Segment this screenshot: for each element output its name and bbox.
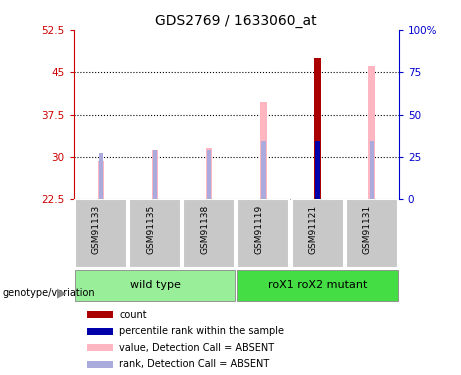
- Bar: [260, 102, 266, 199]
- Text: GSM91119: GSM91119: [254, 205, 263, 254]
- Bar: [261, 141, 266, 199]
- Bar: [370, 141, 374, 199]
- FancyBboxPatch shape: [129, 199, 181, 268]
- Bar: [153, 150, 157, 199]
- FancyBboxPatch shape: [183, 199, 235, 268]
- FancyBboxPatch shape: [346, 199, 398, 268]
- Bar: [207, 150, 211, 199]
- Bar: [98, 162, 104, 199]
- Bar: [99, 153, 103, 199]
- Text: GSM91121: GSM91121: [308, 205, 318, 254]
- Bar: [315, 141, 319, 199]
- Title: GDS2769 / 1633060_at: GDS2769 / 1633060_at: [155, 13, 317, 28]
- Bar: [152, 150, 158, 199]
- Text: ▶: ▶: [57, 287, 67, 300]
- Bar: [368, 66, 375, 199]
- Text: value, Detection Call = ABSENT: value, Detection Call = ABSENT: [119, 343, 274, 353]
- Text: rank, Detection Call = ABSENT: rank, Detection Call = ABSENT: [119, 359, 270, 369]
- Text: count: count: [119, 310, 147, 320]
- FancyBboxPatch shape: [75, 270, 235, 301]
- Text: wild type: wild type: [130, 280, 180, 290]
- Text: GSM91138: GSM91138: [200, 205, 209, 254]
- Bar: [87, 344, 113, 351]
- Text: roX1 roX2 mutant: roX1 roX2 mutant: [268, 280, 367, 290]
- Text: GSM91133: GSM91133: [92, 205, 101, 254]
- FancyBboxPatch shape: [237, 270, 398, 301]
- Text: genotype/variation: genotype/variation: [2, 288, 95, 298]
- Text: percentile rank within the sample: percentile rank within the sample: [119, 326, 284, 336]
- FancyBboxPatch shape: [237, 199, 290, 268]
- FancyBboxPatch shape: [75, 199, 127, 268]
- Text: GSM91131: GSM91131: [363, 205, 372, 254]
- Bar: [206, 148, 213, 199]
- Bar: [87, 361, 113, 368]
- Bar: [87, 311, 113, 318]
- FancyBboxPatch shape: [291, 199, 343, 268]
- Text: GSM91135: GSM91135: [146, 205, 155, 254]
- Bar: [87, 328, 113, 335]
- Bar: [314, 58, 321, 199]
